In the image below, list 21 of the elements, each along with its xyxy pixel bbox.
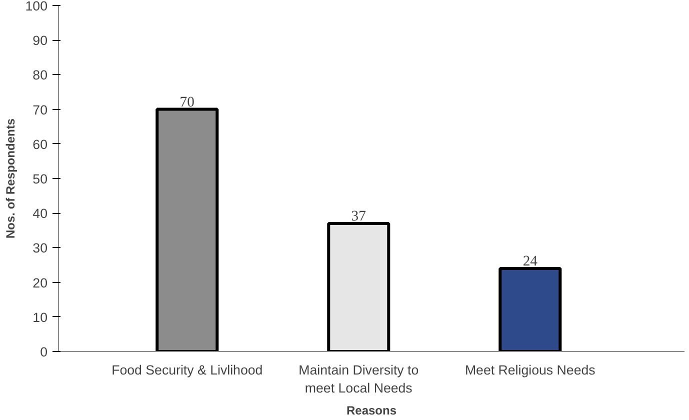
x-axis-title: Reasons [346,404,397,418]
x-tick-label: Maintain Diversity to meet Local Needs [298,362,419,396]
data-label: 24 [522,253,538,270]
y-tick-label: 70 [32,102,48,118]
y-tick-label: 100 [25,0,48,14]
y-tick-label: 40 [32,206,48,222]
y-tick-label: 30 [32,240,48,256]
y-tick-label: 80 [32,68,48,83]
y-tick-label: 50 [32,172,48,186]
y-tick-label: 0 [40,344,48,360]
y-tick-label: 90 [32,33,48,48]
x-tick-label: Food Security & Livlihood [112,362,263,378]
bar [498,266,562,352]
bar [327,222,390,352]
y-tick-label: 20 [32,275,48,290]
y-tick-label: 10 [32,310,48,325]
data-label: 70 [180,94,194,110]
data-label: 37 [351,208,366,224]
y-tick-label: 60 [32,136,48,152]
x-tick-label: Meet Religious Needs [464,362,596,378]
y-axis-title: Nos. of Respondents [3,118,18,239]
